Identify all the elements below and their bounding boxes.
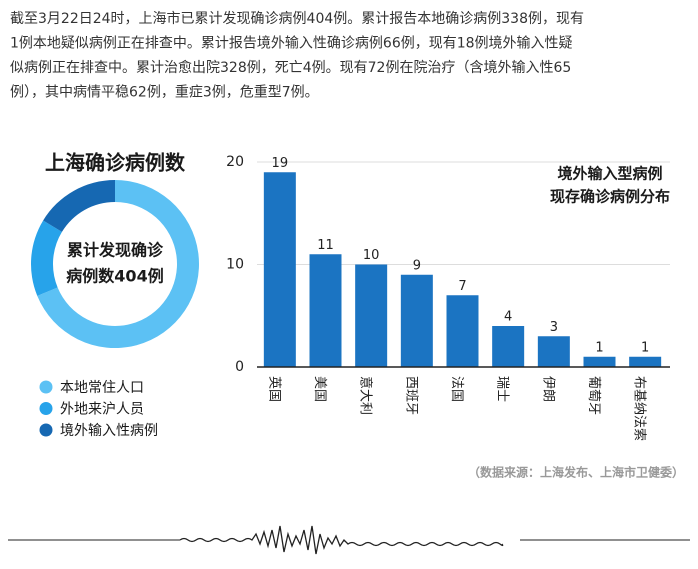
legend-label: 外地来沪人员 [60,402,144,418]
chart-title: 上海确诊病例数 [45,151,186,175]
x-tick-label: 瑞士 [495,376,510,402]
x-tick-label: 伊朗 [540,376,555,402]
value-label: 19 [272,156,289,171]
bar [492,326,525,367]
source-note: （数据来源：上海发布、上海市卫健委） [468,465,684,480]
chart-title: 境外输入型病例 [557,165,662,183]
value-label: 1 [641,340,649,355]
x-tick-label: 美国 [312,376,327,402]
bar [355,264,388,367]
x-tick-label: 布基纳法索 [632,376,647,441]
bar [400,274,433,367]
donut-segment [43,180,115,232]
waveform-ornament [179,525,504,555]
legend-label: 境外输入性病例 [60,423,158,439]
bar [263,172,296,367]
bar [583,356,616,367]
x-tick-label: 意大利 [358,376,374,415]
bar [446,295,479,367]
x-tick-label: 葡萄牙 [586,376,601,415]
paragraph-line: 似病例正在排查中。累计治愈出院328例，死亡4例。现有72例在院治疗（含境外输入… [10,60,571,76]
value-label: 9 [413,258,421,273]
legend-swatch [39,380,53,394]
value-label: 4 [504,310,512,325]
paragraph-line: 例），其中病情平稳62例，重症3例，危重型7例。 [10,85,319,101]
y-tick-label: 10 [226,257,244,273]
donut-segment [31,220,62,296]
value-label: 1 [595,340,603,355]
paragraph-line: 截至3月22日24时，上海市已累计发现确诊病例404例。累计报告本地确诊病例33… [10,10,584,27]
donut-center-label: 病例数404例 [66,267,163,286]
legend-swatch [39,423,53,437]
bar [309,254,342,367]
bar [537,336,570,367]
x-tick-label: 英国 [266,376,281,402]
donut-center-label: 累计发现确诊 [67,241,164,260]
bar [629,356,662,367]
chart-title: 现存确诊病例分布 [550,188,670,206]
value-label: 11 [317,238,334,253]
x-tick-label: 法国 [449,376,464,402]
paragraph-line: 1例本地疑似病例正在排查中。累计报告境外输入性确诊病例66例，现有18例境外输入… [10,36,573,52]
value-label: 7 [458,279,466,294]
legend-swatch [39,402,53,415]
value-label: 10 [363,248,380,263]
value-label: 3 [550,320,558,335]
x-tick-label: 西班牙 [403,376,418,415]
y-tick-label: 20 [226,154,244,170]
y-tick-label: 0 [235,359,244,375]
legend-label: 本地常住人口 [60,380,144,396]
